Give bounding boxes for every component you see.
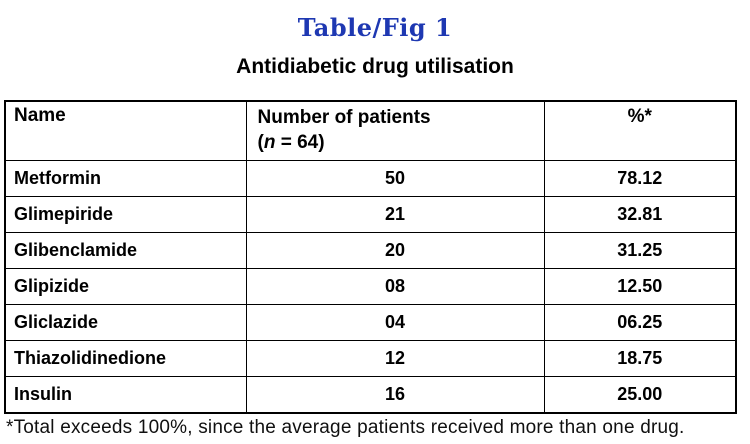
percent-cell: 78.12 [543,160,737,197]
figure-subtitle: Antidiabetic drug utilisation [236,55,514,78]
table-row: Insulin 16 25.00 [4,376,737,414]
table-header: Name Number of patients (n = 64) %* [4,100,737,161]
percent-cell: 31.25 [543,232,737,269]
percent-cell: 06.25 [543,304,737,341]
figure-title: Table/Fig 1 [297,13,453,42]
table-row: Glimepiride 21 32.81 [4,196,737,233]
drug-name-cell: Thiazolidinedione [4,340,247,377]
patients-header-line1: Number of patients [257,107,431,128]
column-header-patients: Number of patients (n = 64) [245,100,545,161]
table-row: Glipizide 08 12.50 [4,268,737,305]
percent-cell: 32.81 [543,196,737,233]
drug-name-cell: Metformin [4,160,247,197]
percent-cell: 18.75 [543,340,737,377]
drug-name-cell: Glipizide [4,268,247,305]
drug-name-cell: Insulin [4,376,247,414]
table-row: Glibenclamide 20 31.25 [4,232,737,269]
column-header-name: Name [4,100,247,161]
table-row: Gliclazide 04 06.25 [4,304,737,341]
header-row: Name Number of patients (n = 64) %* [4,100,737,161]
percent-cell: 12.50 [543,268,737,305]
table-footnote: *Total exceeds 100%, since the average p… [6,417,685,438]
patients-header-line2: (n = 64) [257,132,325,153]
patients-cell: 16 [245,376,545,414]
patients-cell: 50 [245,160,545,197]
figure-page: Table/Fig 1 Antidiabetic drug utilisatio… [0,14,750,444]
patients-cell: 20 [245,232,545,269]
drug-name-cell: Glimepiride [4,196,247,233]
table-body: Metformin 50 78.12 Glimepiride 21 32.81 … [4,160,737,414]
drug-name-cell: Glibenclamide [4,232,247,269]
column-header-percent: %* [543,100,737,161]
patients-cell: 04 [245,304,545,341]
patients-cell: 12 [245,340,545,377]
drug-utilisation-table: Name Number of patients (n = 64) %* Metf… [4,100,737,414]
percent-cell: 25.00 [543,376,737,414]
table-row: Metformin 50 78.12 [4,160,737,197]
drug-name-cell: Gliclazide [4,304,247,341]
n-symbol: n [263,132,276,153]
table-row: Thiazolidinedione 12 18.75 [4,340,737,377]
patients-cell: 08 [245,268,545,305]
patients-cell: 21 [245,196,545,233]
